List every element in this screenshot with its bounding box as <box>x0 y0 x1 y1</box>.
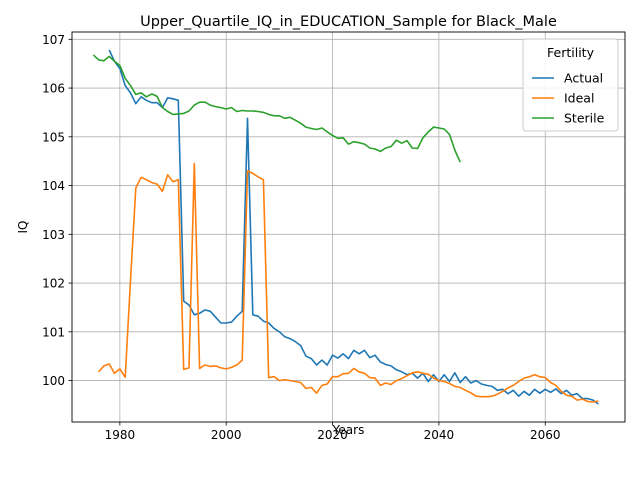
x-tick-label: 2040 <box>424 428 455 442</box>
legend-label-ideal: Ideal <box>564 91 594 106</box>
legend-box <box>522 38 619 132</box>
y-tick-label: 104 <box>42 179 65 193</box>
y-tick-label: 102 <box>42 277 65 291</box>
y-tick-label: 103 <box>42 228 65 242</box>
y-tick-label: 101 <box>42 325 65 339</box>
legend-label-sterile: Sterile <box>564 111 605 126</box>
series-line-ideal <box>98 162 599 403</box>
ticks: 1980 2000 2020 2040 2060 100 101 102 103 104 105 10… <box>42 33 560 442</box>
chart-title: Upper_Quartile_IQ_in_EDUCATION_Sample fo… <box>140 14 557 30</box>
axes-frame <box>71 31 626 423</box>
legend-title: Fertility <box>547 45 595 60</box>
y-tick-label: 106 <box>42 82 65 96</box>
y-axis-label: IQ <box>16 221 30 234</box>
y-tick-label: 105 <box>42 130 65 144</box>
legend-entries: Actual Ideal Sterile <box>532 71 605 126</box>
series-line-sterile <box>92 54 461 163</box>
x-axis-label: Years <box>332 423 365 437</box>
x-tick-label: 1980 <box>105 428 136 442</box>
x-tick-label: 2000 <box>211 428 242 442</box>
legend: Fertility Actual Ideal Sterile <box>522 38 619 132</box>
y-tick-label: 100 <box>42 374 65 388</box>
series-lines <box>92 49 599 405</box>
x-tick-label: 2060 <box>530 428 561 442</box>
x-tick-label: 2020 <box>317 428 348 442</box>
y-tick-label: 107 <box>42 33 65 47</box>
legend-label-actual: Actual <box>564 71 603 86</box>
